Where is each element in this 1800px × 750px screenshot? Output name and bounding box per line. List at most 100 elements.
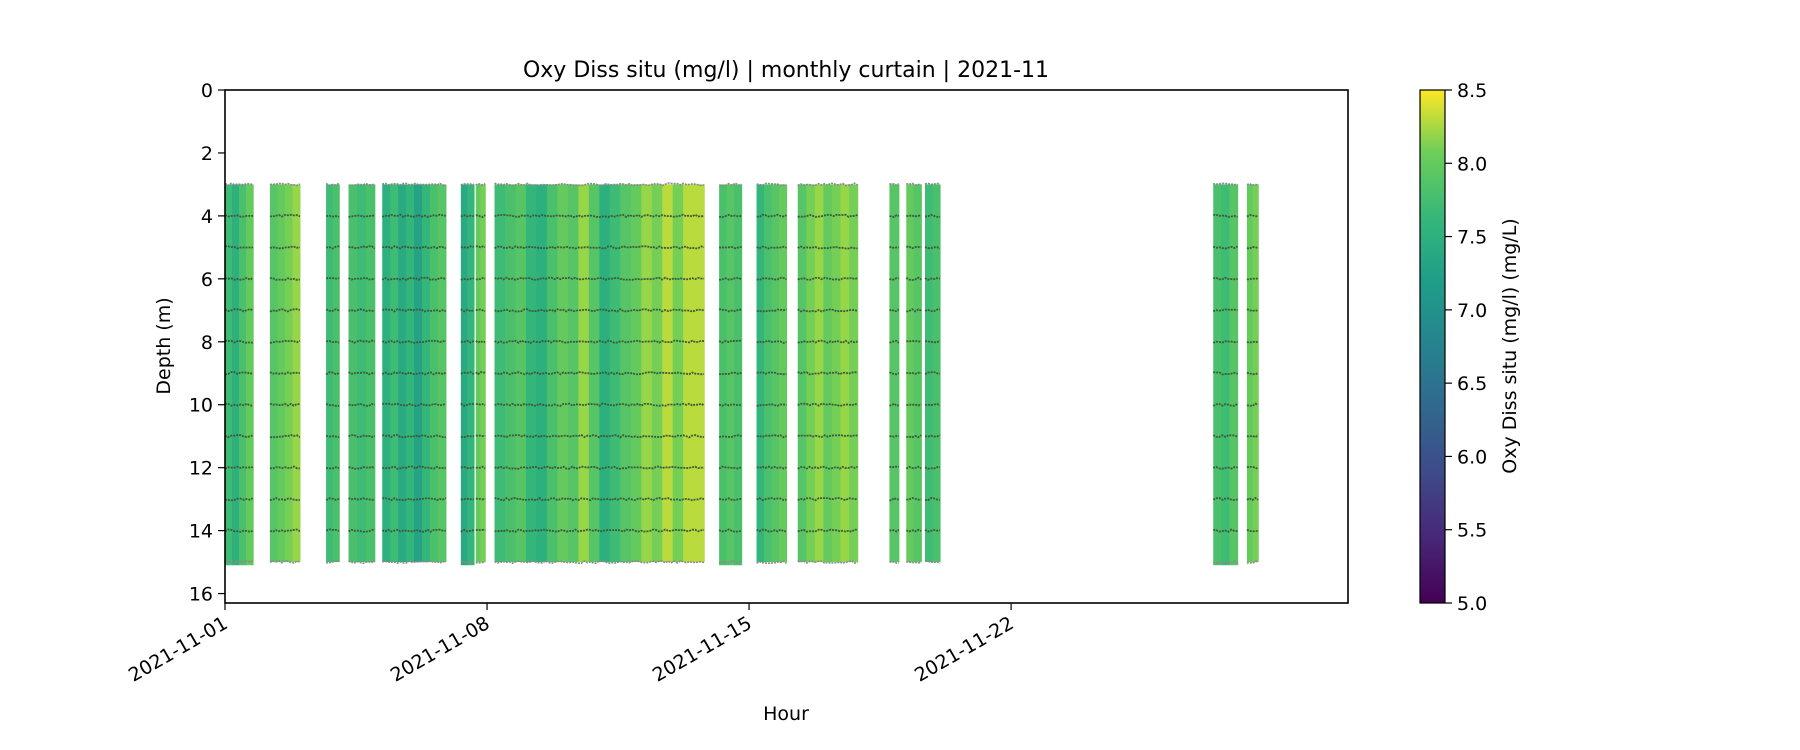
sensor-depth-trace (225, 245, 254, 250)
sensor-depth-trace (924, 466, 941, 470)
sensor-depth-trace (1213, 182, 1238, 186)
sensor-depth-trace (797, 339, 858, 344)
sensor-depth-trace (225, 276, 254, 281)
sensor-depth-trace (494, 559, 705, 565)
y-tick-label: 8 (201, 332, 213, 354)
curtain-cell (764, 184, 773, 563)
sensor-depth-trace (269, 496, 300, 502)
curtain-cell (480, 184, 486, 563)
sensor-depth-trace (381, 371, 447, 376)
sensor-depth-trace (889, 277, 899, 281)
sensor-depth-trace (1246, 529, 1259, 533)
sensor-depth-trace (460, 308, 475, 313)
plot-area-frame (224, 89, 1349, 604)
sensor-depth-trace (325, 371, 340, 376)
sensor-depth-trace (1246, 246, 1259, 250)
curtain-segment (924, 182, 941, 564)
sensor-depth-trace (924, 339, 941, 344)
sensor-depth-trace (1246, 308, 1259, 312)
sensor-depth-trace (905, 276, 922, 281)
sensor-depth-trace (797, 182, 859, 187)
sensor-depth-trace (348, 276, 375, 281)
sensor-depth-trace (906, 340, 922, 343)
sensor-depth-trace (475, 340, 486, 344)
curtain-cell (348, 184, 358, 563)
sensor-depth-trace (1246, 340, 1259, 344)
sensor-depth-trace (460, 245, 475, 249)
sensor-depth-trace (1246, 214, 1259, 218)
sensor-depth-trace (924, 277, 941, 281)
x-tick-label: 2021-11-22 (911, 612, 1018, 686)
sensor-depth-trace (475, 403, 486, 407)
sensor-depth-trace (348, 402, 375, 407)
sensor-depth-trace (756, 497, 787, 502)
sensor-depth-trace (382, 497, 447, 502)
sensor-depth-trace (1212, 340, 1238, 344)
sensor-depth-trace (382, 560, 446, 564)
sensor-depth-trace (325, 182, 340, 187)
sensor-depth-trace (756, 528, 787, 533)
curtain-cell (599, 184, 611, 563)
sensor-depth-trace (718, 276, 742, 281)
sensor-depth-trace (475, 182, 486, 186)
colorbar-tick-label: 7.0 (1457, 300, 1487, 322)
sensor-depth-trace (924, 434, 941, 438)
y-tick-label: 6 (201, 269, 213, 291)
curtain-segment (381, 182, 447, 564)
y-tick-label: 10 (189, 395, 213, 417)
curtain-cell (284, 184, 293, 563)
sensor-depth-trace (756, 434, 787, 439)
sensor-depth-trace (475, 214, 486, 218)
sensor-depth-trace (475, 434, 486, 438)
sensor-depth-trace (494, 182, 705, 187)
sensor-depth-trace (797, 560, 858, 565)
sensor-depth-trace (269, 402, 300, 407)
sensor-depth-trace (225, 182, 254, 187)
sensor-depth-trace (718, 308, 742, 313)
sensor-depth-trace (348, 182, 375, 187)
sensor-depth-trace (889, 182, 900, 187)
sensor-depth-trace (1212, 466, 1238, 470)
colorbar-gradient (1419, 89, 1446, 604)
sensor-depth-trace (460, 339, 475, 344)
curtain-cell (630, 184, 642, 563)
sensor-depth-trace (924, 529, 941, 533)
curtain-segment (1246, 182, 1259, 565)
sensor-depth-trace (889, 402, 899, 407)
sensor-depth-trace (924, 308, 941, 313)
sensor-depth-trace (348, 245, 376, 250)
sensor-depth-trace (382, 465, 446, 470)
sensor-depth-trace (889, 435, 899, 438)
sensor-depth-trace (1213, 213, 1238, 218)
sensor-depth-trace (269, 434, 301, 439)
sensor-depth-trace (889, 529, 900, 533)
colorbar-label: Oxy Diss situ (mg/l) (mg/L) (1499, 218, 1521, 473)
sensor-depth-trace (460, 560, 474, 564)
curtain-segment (460, 183, 475, 566)
y-tick-label: 12 (189, 458, 213, 480)
sensor-depth-trace (906, 214, 922, 218)
curtain-segment (269, 182, 301, 564)
curtain-segment (494, 182, 705, 565)
sensor-depth-trace (1213, 560, 1239, 564)
sensor-depth-trace (460, 214, 475, 218)
sensor-depth-trace (460, 465, 475, 470)
sensor-depth-trace (381, 528, 446, 533)
sensor-depth-trace (756, 213, 787, 218)
sensor-depth-trace (756, 182, 787, 187)
sensor-depth-trace (924, 560, 941, 564)
sensor-depth-trace (494, 528, 705, 533)
sensor-depth-trace (325, 497, 340, 501)
curtain-cell (246, 184, 254, 566)
sensor-depth-trace (381, 434, 446, 439)
sensor-depth-trace (225, 402, 254, 407)
colorbar-tick-label: 8.5 (1457, 80, 1487, 102)
curtain-cell (779, 184, 788, 563)
sensor-depth-trace (348, 497, 375, 501)
sensor-depth-trace (1212, 496, 1238, 501)
curtain-cell (840, 184, 850, 563)
sensor-depth-trace (326, 277, 340, 280)
sensor-depth-trace (718, 434, 742, 438)
sensor-depth-trace (1246, 371, 1259, 376)
sensor-depth-trace (382, 245, 447, 250)
